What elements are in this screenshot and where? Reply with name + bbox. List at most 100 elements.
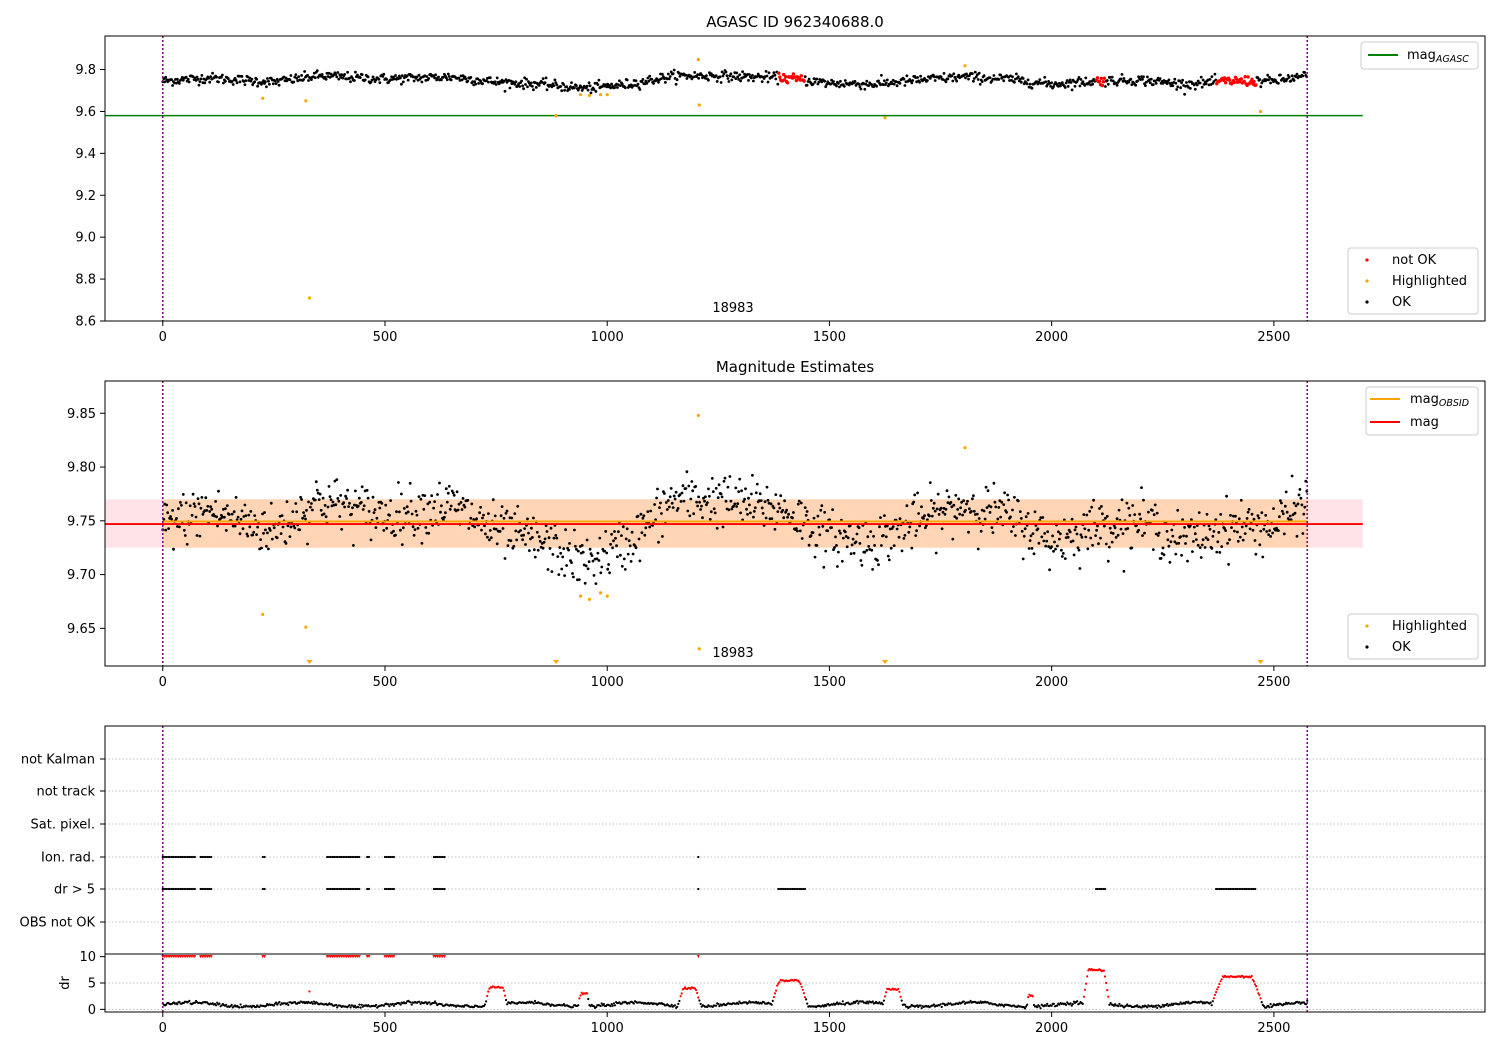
- point-ok: [171, 509, 175, 512]
- point-highlighted: [883, 116, 887, 120]
- flag-category-label: dr > 5: [54, 883, 95, 898]
- point-ok: [936, 492, 940, 496]
- point-ok: [1290, 474, 1294, 478]
- point-ok: [495, 76, 499, 80]
- point-ok: [217, 489, 220, 493]
- point-ok: [1107, 545, 1111, 549]
- point-ok: [180, 503, 183, 507]
- point-ok: [1130, 546, 1134, 550]
- point-not-ok: [1254, 83, 1258, 87]
- dr-point: [286, 1002, 289, 1005]
- point-ok: [281, 525, 285, 529]
- point-ok: [759, 499, 763, 502]
- point-ok: [951, 537, 955, 541]
- point-ok: [395, 510, 398, 514]
- point-ok: [975, 73, 979, 77]
- flag-point: [784, 887, 787, 891]
- point-ok: [223, 515, 226, 519]
- point-ok: [1173, 77, 1177, 81]
- x-tick-label: 2500: [1257, 330, 1290, 345]
- flag-point: [263, 887, 266, 891]
- point-ok: [712, 507, 716, 511]
- point-ok: [649, 509, 653, 513]
- point-ok: [648, 525, 652, 529]
- point-ok: [878, 525, 881, 529]
- panel2-annotation: 18983: [712, 646, 753, 661]
- point-ok: [871, 568, 874, 571]
- point-ok: [673, 497, 677, 501]
- flag-point: [172, 855, 175, 859]
- point-ok: [1185, 81, 1188, 84]
- point-ok: [191, 75, 195, 78]
- point-ok: [751, 74, 754, 77]
- point-ok: [521, 538, 524, 542]
- point-ok: [1043, 532, 1047, 535]
- point-ok: [1066, 85, 1070, 88]
- point-ok: [502, 516, 506, 520]
- point-ok: [184, 75, 188, 79]
- point-ok: [1288, 514, 1292, 518]
- point-ok: [177, 507, 180, 511]
- flag-point: [367, 855, 371, 859]
- point-ok: [1196, 543, 1200, 547]
- point-highlighted: [963, 446, 967, 450]
- point-ok: [1216, 540, 1220, 544]
- flag-point: [199, 855, 202, 859]
- point-ok: [246, 534, 250, 538]
- dr-point: [1160, 1005, 1163, 1008]
- point-ok: [707, 487, 710, 491]
- point-ok: [359, 501, 363, 504]
- point-ok: [523, 527, 526, 530]
- point-ok: [1120, 73, 1124, 76]
- point-ok: [642, 514, 646, 518]
- point-ok: [717, 483, 721, 487]
- x-tick-label: 2000: [1035, 675, 1068, 690]
- flag-point: [1241, 887, 1244, 891]
- flag-category-label: not Kalman: [21, 753, 95, 768]
- point-ok: [668, 495, 672, 499]
- point-ok: [338, 515, 342, 518]
- point-ok: [1092, 498, 1095, 502]
- point-ok: [1260, 81, 1264, 85]
- dr-point-not-ok: [773, 992, 777, 995]
- point-ok: [1032, 552, 1036, 556]
- point-ok: [721, 74, 725, 78]
- dr-point: [599, 1004, 602, 1008]
- point-ok: [1232, 514, 1235, 518]
- dr-point: [718, 1005, 721, 1008]
- point-ok: [411, 525, 415, 529]
- dr-point: [258, 1005, 261, 1009]
- point-ok: [328, 495, 332, 499]
- dr-point-not-ok: [898, 990, 901, 993]
- point-ok: [558, 546, 562, 549]
- point-ok: [554, 81, 558, 84]
- dr-point-not-ok: [308, 990, 311, 993]
- point-ok: [965, 72, 968, 76]
- point-ok: [758, 492, 762, 496]
- point-ok: [1022, 534, 1026, 538]
- point-ok: [283, 79, 287, 83]
- point-ok: [622, 557, 626, 561]
- dr-point: [1069, 1002, 1072, 1005]
- point-ok: [747, 79, 750, 82]
- point-ok: [1084, 535, 1088, 539]
- point-ok: [1236, 539, 1240, 543]
- point-ok: [473, 525, 477, 529]
- point-not-ok: [1223, 81, 1228, 85]
- point-ok: [286, 524, 290, 528]
- point-ok: [1215, 550, 1219, 554]
- point-ok: [1193, 532, 1197, 536]
- point-ok: [1292, 501, 1296, 505]
- point-ok: [704, 495, 707, 499]
- point-ok: [972, 509, 976, 513]
- point-ok: [416, 526, 420, 530]
- point-not-ok: [1102, 76, 1107, 81]
- point-ok: [255, 533, 258, 536]
- point-ok: [1060, 548, 1063, 552]
- flag-point: [780, 887, 784, 891]
- point-ok: [1084, 76, 1088, 80]
- point-ok: [952, 503, 956, 507]
- point-highlighted: [261, 612, 265, 616]
- point-ok: [1042, 539, 1046, 543]
- point-ok: [236, 515, 240, 519]
